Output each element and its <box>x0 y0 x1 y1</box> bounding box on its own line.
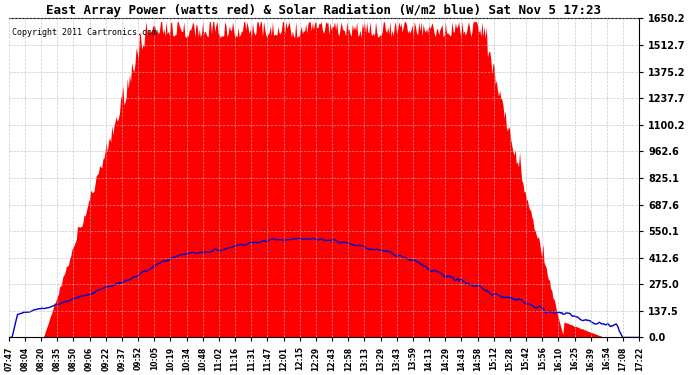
Title: East Array Power (watts red) & Solar Radiation (W/m2 blue) Sat Nov 5 17:23: East Array Power (watts red) & Solar Rad… <box>46 4 602 17</box>
Text: Copyright 2011 Cartronics.com: Copyright 2011 Cartronics.com <box>12 28 157 37</box>
